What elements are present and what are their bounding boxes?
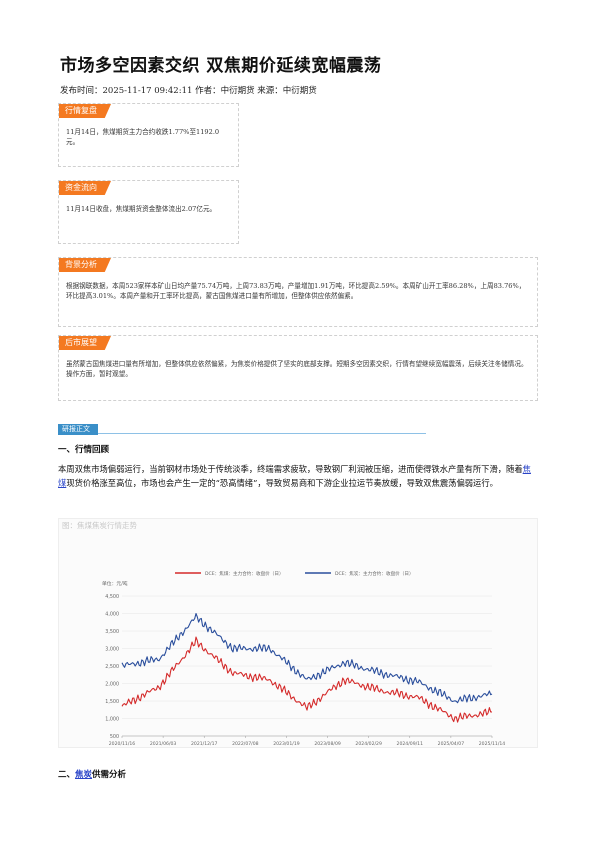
chart-container	[58, 518, 538, 748]
article-meta: 发布时间：2025-11-17 09:42:11 作者：中衍期货 来源：中衍期货	[60, 86, 317, 96]
para-text: 本周双焦市场偏弱运行，当前钢材市场处于传统淡季，终端需求疲软，导致钢厂利润被压缩…	[58, 464, 523, 474]
link-coking-coal[interactable]: 焦煤	[58, 464, 531, 488]
box-tag: 资金流向	[59, 181, 111, 195]
heading-prefix: 二、	[58, 770, 76, 780]
paragraph-market-review: 本周双焦市场偏弱运行，当前钢材市场处于传统淡季，终端需求疲软，导致钢厂利润被压缩…	[58, 462, 538, 490]
summary-box-background: 背景分析 根据钢联数据，本周523家样本矿山日均产量75.74万吨，上周73.8…	[58, 257, 538, 327]
box-text: 根据钢联数据，本周523家样本矿山日均产量75.74万吨，上周73.83万吨，产…	[66, 282, 526, 300]
heading-suffix: 供需分析	[92, 770, 127, 780]
box-tag: 背景分析	[59, 258, 111, 272]
section-tag: 研报正文	[58, 424, 98, 435]
link-coke[interactable]: 焦炭	[75, 770, 93, 780]
para-text: 现货价格涨至高位，市场也会产生一定的“恐高情绪”，导致贸易商和下游企业拉运节奏放…	[66, 478, 498, 488]
box-tag: 行情复盘	[59, 104, 111, 118]
article-title: 市场多空因素交织 双焦期价延续宽幅震荡	[60, 56, 382, 76]
heading-coke-supply-demand: 二、焦炭供需分析	[58, 768, 126, 780]
chart-title: 图：焦煤焦炭行情走势	[62, 521, 137, 530]
summary-box-outlook: 后市展望 虽然蒙古国焦煤进口量有所增加，但整体供应依然偏紧，为焦炭价格提供了坚实…	[58, 335, 538, 401]
section-divider	[58, 433, 426, 434]
box-tag: 后市展望	[59, 336, 111, 350]
summary-box-capital-flow: 资金流向 11月14日收盘，焦煤期货资金整体流出2.07亿元。	[58, 180, 239, 244]
box-text: 虽然蒙古国焦煤进口量有所增加，但整体供应依然偏紧，为焦炭价格提供了坚实的底部支撑…	[66, 360, 528, 378]
summary-box-market-review: 行情复盘 11月14日，焦煤期货主力合约收跌1.77%至1192.0元。	[58, 103, 239, 167]
box-text: 11月14日，焦煤期货主力合约收跌1.77%至1192.0元。	[66, 128, 220, 146]
box-text: 11月14日收盘，焦煤期货资金整体流出2.07亿元。	[66, 205, 217, 213]
heading-market-review: 一、行情回顾	[58, 445, 110, 455]
